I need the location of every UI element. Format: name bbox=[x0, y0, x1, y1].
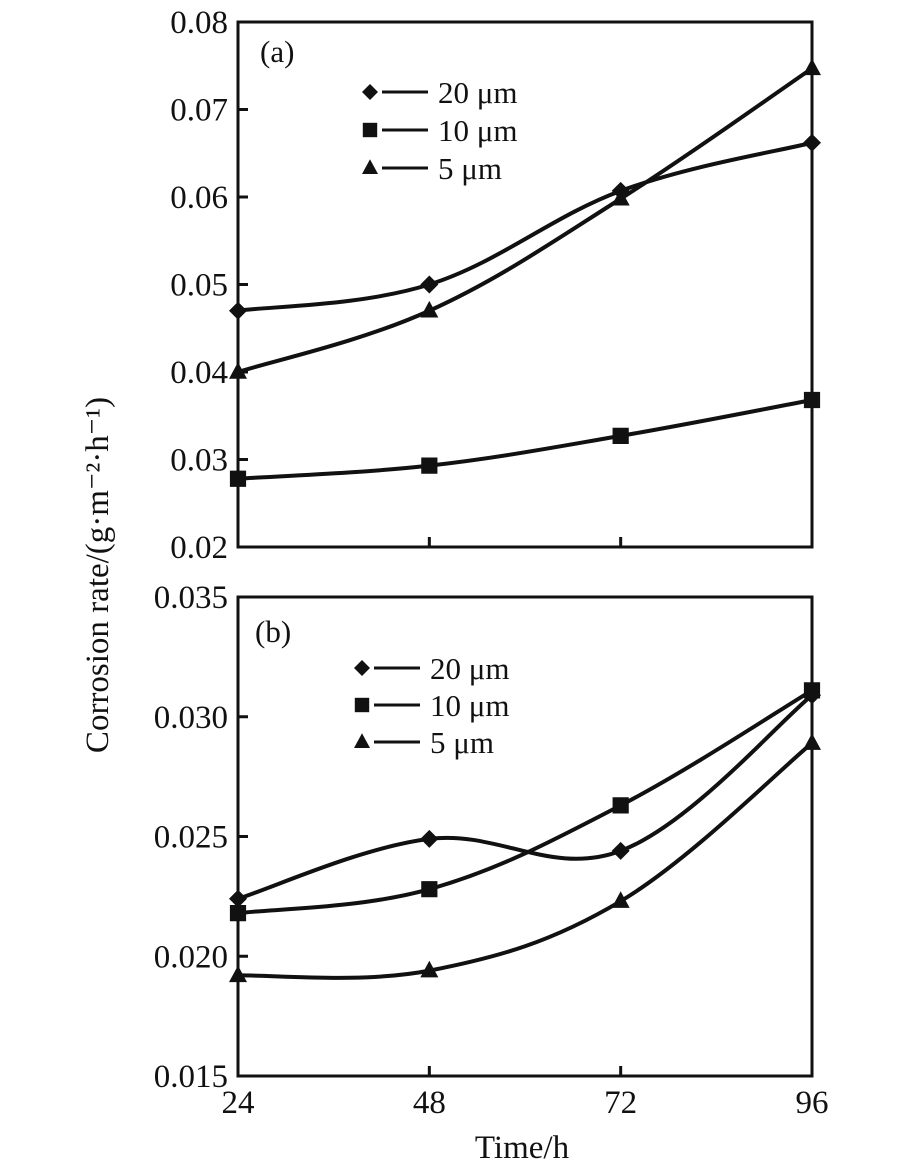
series-line-triangle bbox=[236, 741, 814, 980]
chart-panel-b: 0.015 0.020 0.025 0.030 0.035 24 48 72 96 (b) 20 μ… bbox=[154, 580, 829, 1121]
data-point-triangle bbox=[420, 300, 439, 318]
legend-marker-triangle bbox=[362, 159, 378, 174]
data-point-triangle bbox=[803, 733, 821, 750]
data-point-diamond bbox=[611, 841, 630, 860]
data-point-diamond bbox=[420, 275, 439, 294]
data-point-diamond bbox=[803, 133, 821, 152]
x-tick-label: 72 bbox=[604, 1085, 637, 1121]
y-tick-label: 0.030 bbox=[154, 700, 228, 736]
legend-marker-diamond bbox=[362, 84, 378, 100]
data-point-square bbox=[612, 427, 629, 444]
series-line-square bbox=[236, 398, 814, 481]
y-tick-label: 0.07 bbox=[170, 93, 228, 129]
data-point-triangle bbox=[611, 891, 630, 908]
legend-label: 5 μm bbox=[438, 151, 502, 186]
legend-marker-triangle bbox=[354, 733, 370, 748]
data-point-square bbox=[421, 457, 438, 474]
legend-marker-square bbox=[354, 697, 370, 713]
y-axis-title: Corrosion rate/(g·m⁻²·h⁻¹) bbox=[80, 397, 116, 753]
x-tick-label: 24 bbox=[222, 1085, 255, 1121]
series-line-triangle bbox=[236, 66, 814, 374]
legend-marker-square bbox=[362, 122, 378, 138]
x-axis-title: Time/h bbox=[475, 1130, 570, 1166]
legend-label: 20 μm bbox=[438, 75, 517, 110]
data-point-triangle bbox=[229, 965, 247, 983]
panel-label: (a) bbox=[260, 34, 294, 69]
x-tick-label: 96 bbox=[796, 1085, 829, 1121]
y-tick-label: 0.06 bbox=[170, 180, 228, 216]
plot-frame bbox=[236, 595, 814, 1078]
legend-marker-diamond bbox=[354, 660, 370, 676]
series-line-diamond bbox=[236, 693, 814, 901]
data-point-triangle bbox=[420, 960, 439, 978]
y-tick-label: 0.02 bbox=[170, 530, 228, 566]
x-tick-label: 48 bbox=[413, 1085, 446, 1121]
legend-label: 20 μm bbox=[430, 651, 509, 686]
legend-label: 5 μm bbox=[430, 725, 494, 760]
data-point-triangle bbox=[803, 58, 821, 76]
y-tick-label: 0.04 bbox=[170, 355, 228, 391]
y-tick-label: 0.03 bbox=[170, 443, 228, 479]
data-point-square bbox=[421, 881, 438, 898]
y-tick-label: 0.020 bbox=[154, 939, 228, 975]
data-point-diamond bbox=[229, 889, 247, 908]
y-tick-label: 0.05 bbox=[170, 268, 228, 304]
legend-label: 10 μm bbox=[438, 113, 517, 148]
data-point-diamond bbox=[229, 301, 247, 320]
data-point-triangle bbox=[611, 188, 630, 206]
data-point-square bbox=[229, 905, 247, 922]
data-point-square bbox=[229, 470, 247, 487]
y-tick-label: 0.035 bbox=[154, 580, 228, 616]
y-tick-label: 0.08 bbox=[170, 5, 228, 41]
series-line-diamond bbox=[236, 140, 814, 313]
data-point-square bbox=[803, 391, 821, 409]
data-point-square bbox=[803, 682, 821, 699]
y-tick-label: 0.015 bbox=[154, 1059, 228, 1095]
panel-label: (b) bbox=[255, 614, 291, 649]
series-line-square bbox=[236, 688, 814, 916]
data-point-square bbox=[612, 797, 629, 814]
data-point-diamond bbox=[420, 829, 439, 848]
data-point-triangle bbox=[229, 362, 247, 379]
y-tick-label: 0.025 bbox=[154, 820, 228, 856]
plot-frame bbox=[236, 20, 814, 549]
legend-label: 10 μm bbox=[430, 688, 509, 723]
